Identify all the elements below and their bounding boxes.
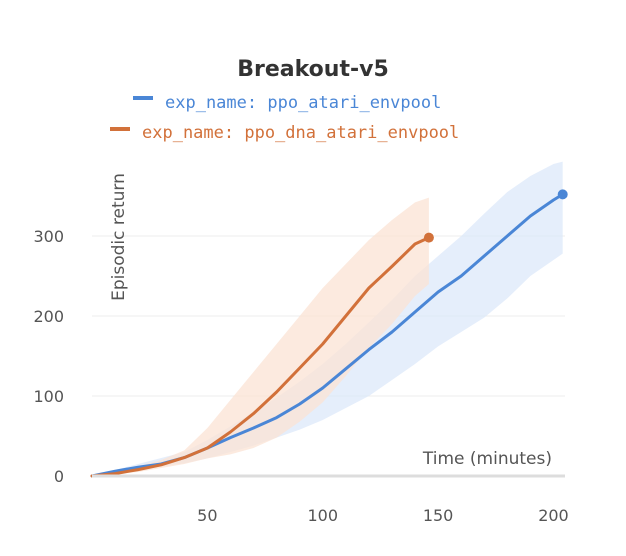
tick-labels: 0 100 200 300 50 100 150 200	[33, 227, 568, 525]
y-tick-label-200: 200	[33, 307, 64, 326]
series-1-point-11	[344, 315, 347, 318]
series-1-point-4	[183, 456, 186, 459]
y-tick-label-300: 300	[33, 227, 64, 246]
series-1-point-14	[414, 243, 417, 246]
x-axis-title: Time (minutes)	[422, 449, 552, 469]
series-1-point-10	[321, 343, 324, 346]
legend-item-ppo-dna-atari-envpool[interactable]: exp_name: ppo_dna_atari_envpool	[110, 123, 459, 143]
y-tick-label-100: 100	[33, 387, 64, 406]
x-tick-label-150: 150	[423, 506, 454, 525]
series-0-point-10	[321, 387, 324, 390]
series-1-line	[90, 236, 431, 478]
y-tick-label-0: 0	[54, 467, 64, 486]
series-1-point-13	[391, 265, 394, 268]
y-axis-title: Episodic return	[109, 173, 129, 301]
series-0-point-15	[437, 291, 440, 294]
series-0-point-6	[229, 436, 232, 439]
series-lines	[90, 192, 565, 478]
confidence-bands	[92, 161, 563, 476]
series-1-end-marker	[423, 232, 434, 243]
series-1-point-7	[252, 412, 255, 415]
series-1-point-9	[298, 367, 301, 370]
series-1-point-12	[367, 287, 370, 290]
series-0-point-14	[414, 311, 417, 314]
x-tick-label-50: 50	[197, 506, 217, 525]
series-0-point-18	[506, 235, 509, 238]
series-0-point-16	[460, 275, 463, 278]
series-0-point-20	[552, 199, 555, 202]
series-end-markers	[423, 189, 568, 243]
series-1-point-3	[160, 463, 163, 466]
series-0-point-12	[367, 348, 370, 351]
x-tick-label-200: 200	[538, 506, 569, 525]
series-1-point-8	[275, 391, 278, 394]
x-tick-label-100: 100	[307, 506, 338, 525]
series-0-end-marker	[557, 189, 568, 200]
legend-label-ppo-dna-atari-envpool: exp_name: ppo_dna_atari_envpool	[142, 123, 459, 143]
series-1-point-5	[206, 447, 209, 450]
legend: exp_name: ppo_atari_envpool exp_name: pp…	[110, 93, 459, 143]
series-0-band	[92, 161, 563, 476]
series-0-point-17	[483, 255, 486, 258]
series-0-point-19	[529, 215, 532, 218]
series-0-point-13	[391, 331, 394, 334]
series-0-point-9	[298, 403, 301, 406]
legend-item-ppo-atari-envpool[interactable]: exp_name: ppo_atari_envpool	[133, 93, 441, 113]
series-1-band	[92, 197, 429, 476]
series-0-point-8	[275, 416, 278, 419]
series-1-point-2	[137, 468, 140, 471]
series-0-point-7	[252, 427, 255, 430]
chart-title: Breakout-v5	[237, 57, 389, 82]
legend-label-ppo-atari-envpool: exp_name: ppo_atari_envpool	[165, 93, 441, 113]
series-1-point-6	[229, 431, 232, 434]
series-0-point-11	[344, 367, 347, 370]
